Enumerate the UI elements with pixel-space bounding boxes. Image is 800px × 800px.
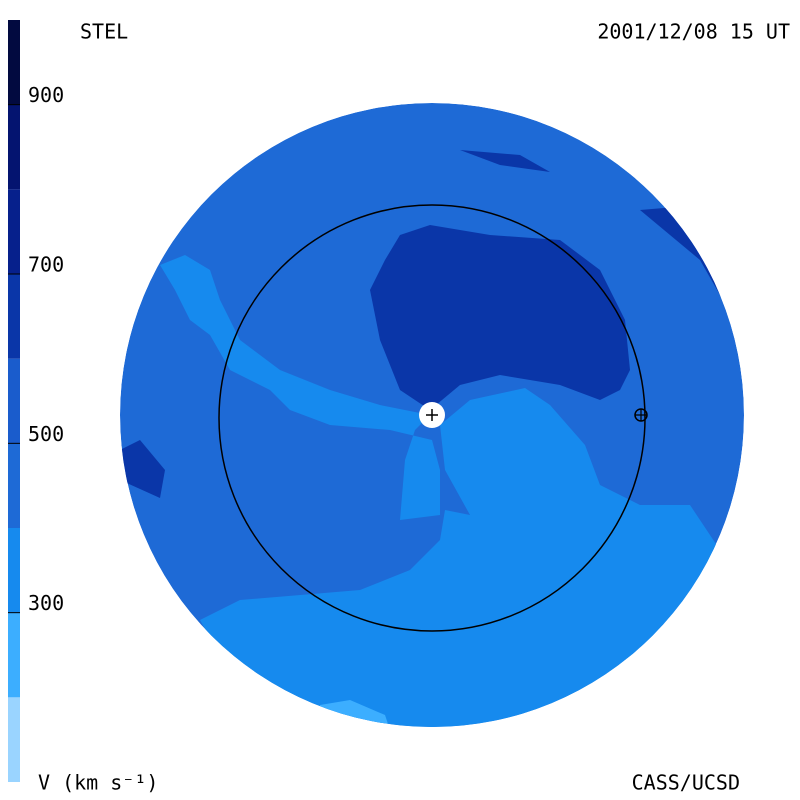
region xyxy=(460,150,550,172)
colorbar-band xyxy=(8,274,20,359)
region xyxy=(370,225,630,410)
colorbar-band xyxy=(8,104,20,190)
colorbar-band xyxy=(8,189,20,274)
credit: CASS/UCSD xyxy=(632,771,740,795)
colorbar-band xyxy=(8,697,20,782)
colorbar-tick-label: 300 xyxy=(28,591,64,615)
colorbar-label: V (km s⁻¹) xyxy=(38,771,158,795)
colorbar-band xyxy=(8,20,20,105)
earth-marker xyxy=(635,409,647,421)
region xyxy=(160,255,440,520)
colorbar-band xyxy=(8,612,20,698)
earth-orbit xyxy=(218,204,646,632)
title: STEL xyxy=(80,20,128,44)
colorbar-band xyxy=(8,443,20,528)
colorbar-band xyxy=(8,528,20,613)
colorbar-band xyxy=(8,358,20,444)
timestamp: 2001/12/08 15 UT xyxy=(597,20,790,44)
disk xyxy=(120,103,744,727)
colorbar: 300 500 700 900 xyxy=(8,20,64,782)
sun-marker xyxy=(426,409,438,421)
colorbar-tick-label: 700 xyxy=(28,253,64,277)
colorbar-tick-label: 500 xyxy=(28,422,64,446)
colorbar-tick-label: 900 xyxy=(28,83,64,107)
region xyxy=(120,440,165,498)
